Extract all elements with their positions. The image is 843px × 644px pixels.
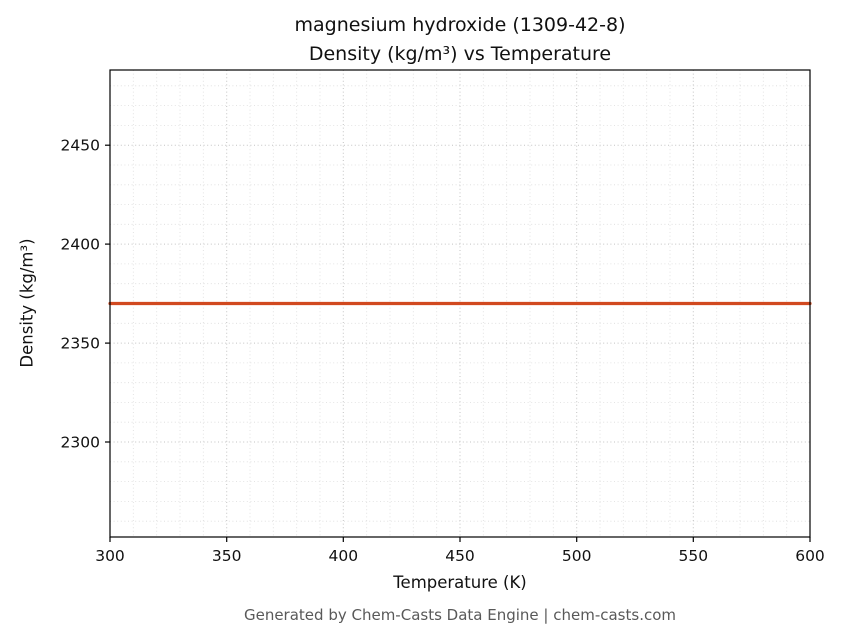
x-tick-label: 600 [795, 547, 825, 565]
y-tick-label: 2300 [61, 434, 100, 452]
x-tick-label: 550 [679, 547, 709, 565]
chart-title: magnesium hydroxide (1309-42-8) Density … [294, 14, 626, 66]
x-tick-label: 300 [95, 547, 125, 565]
y-tick-label: 2400 [61, 236, 100, 254]
x-tick-label: 350 [212, 547, 242, 565]
y-tick-label: 2350 [61, 335, 100, 353]
x-tick-label: 450 [445, 547, 475, 565]
y-tick-label: 2450 [61, 137, 100, 155]
tick-labels: 300 350 400 450 500 550 600 2300 2350 2400 2450 [61, 137, 825, 565]
x-tick-label: 400 [329, 547, 359, 565]
x-tick-label: 500 [562, 547, 592, 565]
minor-grid [110, 70, 810, 537]
y-axis-label: Density (kg/m³) [17, 238, 37, 368]
axis-ticks [105, 144, 811, 542]
x-axis-label: Temperature (K) [393, 573, 527, 592]
footer-credit: Generated by Chem-Casts Data Engine | ch… [243, 606, 677, 624]
